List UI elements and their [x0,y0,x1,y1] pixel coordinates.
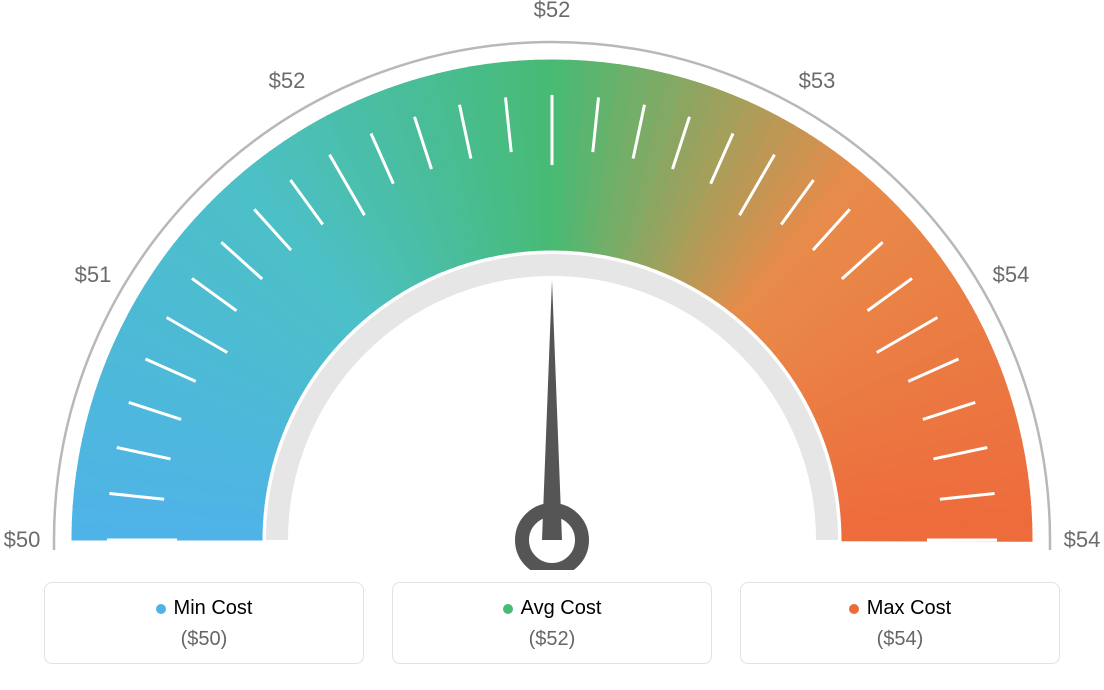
legend-title-min: Min Cost [156,597,253,620]
legend-card-min: Min Cost ($50) [44,582,364,664]
legend-label-max: Max Cost [867,597,951,620]
legend-value-max: ($54) [741,628,1059,651]
dot-min [156,604,166,614]
legend-card-avg: Avg Cost ($52) [392,582,712,664]
legend-label-avg: Avg Cost [521,597,602,620]
gauge-svg: $50 $51 $52 $52 $53 $54 $54 [0,0,1104,570]
legend-title-max: Max Cost [849,597,951,620]
legend-card-max: Max Cost ($54) [740,582,1060,664]
gauge-tick-label: $50 [4,527,41,552]
legend-title-avg: Avg Cost [503,597,602,620]
gauge-tick-label: $53 [799,68,836,93]
gauge-chart: $50 $51 $52 $52 $53 $54 $54 [0,0,1104,570]
legend-value-avg: ($52) [393,628,711,651]
gauge-tick-label: $54 [1064,527,1101,552]
dot-max [849,604,859,614]
legend-value-min: ($50) [45,628,363,651]
gauge-tick-label: $54 [993,262,1030,287]
gauge-tick-label: $51 [75,262,112,287]
legend-label-min: Min Cost [174,597,253,620]
legend-row: Min Cost ($50) Avg Cost ($52) Max Cost (… [0,582,1104,664]
gauge-needle [542,280,562,540]
gauge-tick-label: $52 [269,68,306,93]
dot-avg [503,604,513,614]
gauge-tick-label: $52 [534,0,571,22]
